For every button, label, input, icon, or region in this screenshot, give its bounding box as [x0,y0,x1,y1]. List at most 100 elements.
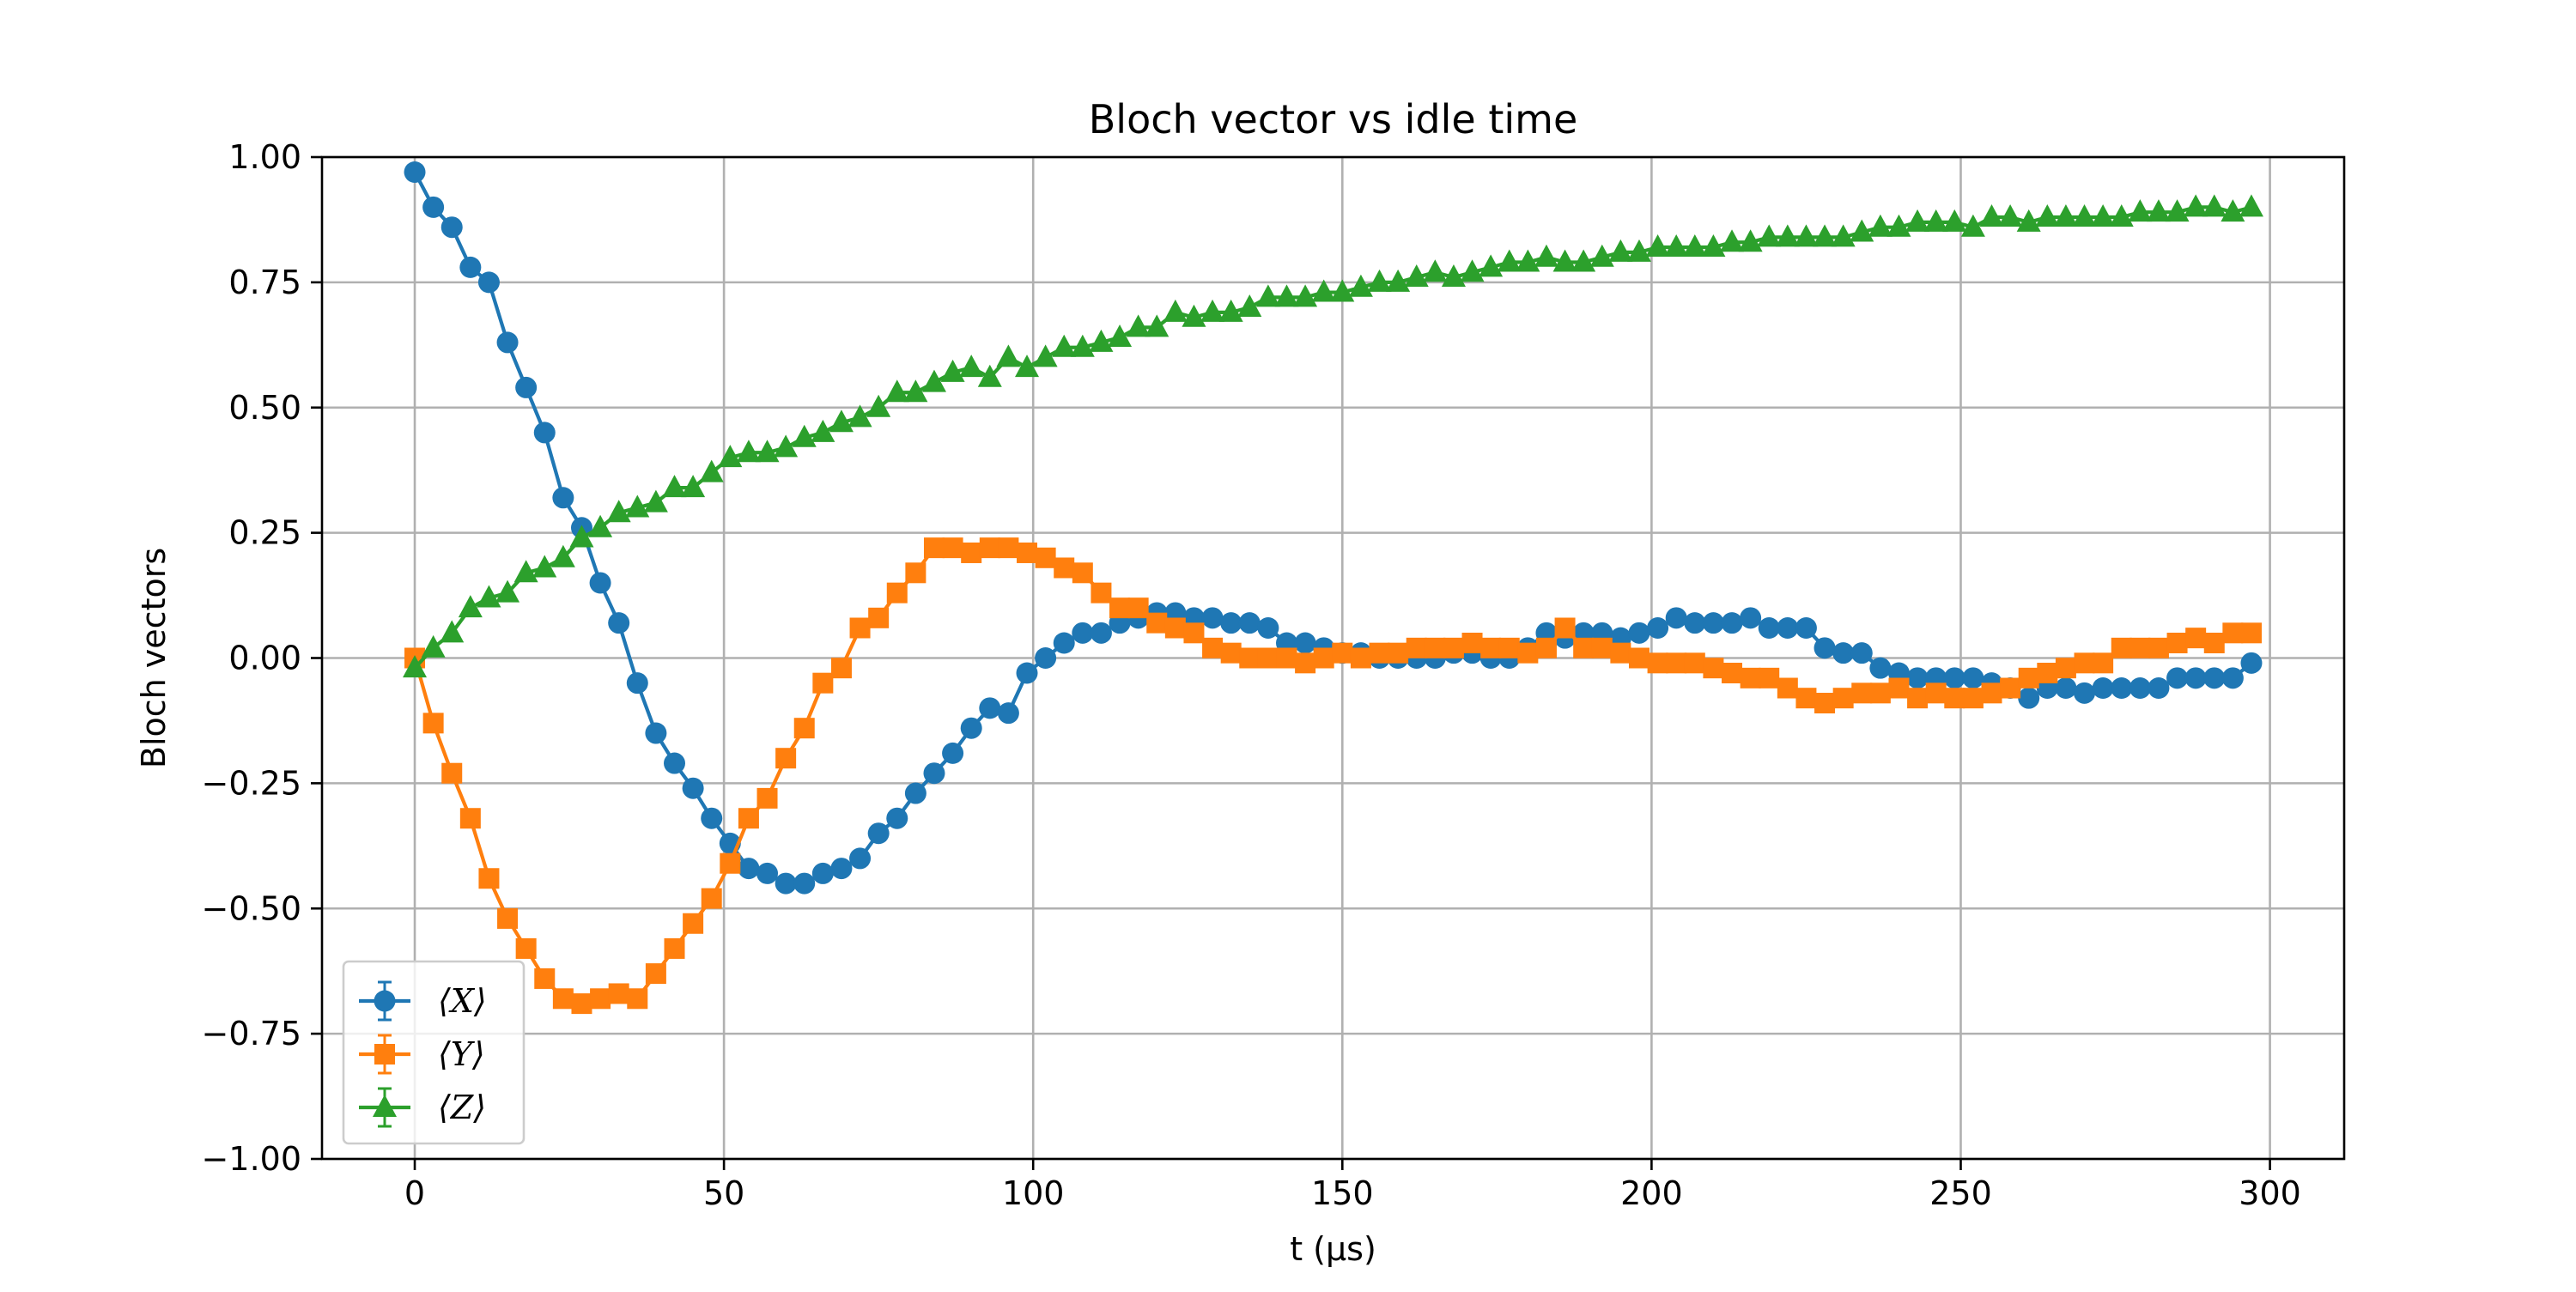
series-layer [403,161,2263,1015]
data-point [1962,688,1984,709]
data-point [942,537,963,559]
data-point [532,555,557,578]
data-point [884,379,909,403]
data-point [1072,562,1093,584]
data-point [1479,254,1504,277]
data-point [2239,194,2263,217]
data-point [2035,204,2060,227]
data-point [1960,214,1985,237]
data-point [459,256,482,278]
data-point [515,376,538,398]
data-point [1777,677,1798,699]
data-point [2074,652,2095,674]
legend-marker [373,1095,397,1117]
data-point [1720,229,1745,252]
data-point [1832,688,1854,709]
legend-label: ⟨Y⟩ [438,1035,485,1073]
data-point [998,537,1019,559]
data-point [1460,259,1485,282]
data-point [755,440,780,463]
data-point [1701,234,1726,258]
data-point [1388,642,1409,664]
data-point [1035,647,1057,669]
data-point [1516,249,1540,272]
data-point [848,404,872,428]
data-point [477,585,501,608]
data-point [720,852,741,874]
data-point [681,475,706,498]
data-point [2111,637,2132,658]
x-axis-label: t (μs) [1290,1230,1376,1268]
data-point [811,862,834,884]
data-point [626,672,648,695]
data-point [849,847,872,870]
data-point [664,752,686,774]
x-tick-label: 0 [404,1174,425,1212]
data-point [793,872,816,895]
data-point [1591,637,1613,658]
data-point [904,782,927,804]
data-point [1535,637,1557,658]
data-point [2221,667,2244,689]
data-point [1163,299,1188,322]
data-point [1294,632,1316,654]
data-point [1777,616,1799,639]
data-point [775,748,797,769]
data-point [1962,667,1984,689]
data-point [1109,597,1131,619]
data-point [701,807,723,829]
data-point [1626,239,1651,262]
data-point [1406,637,1427,658]
data-point [478,868,500,889]
data-point [2166,632,2188,653]
data-point [497,907,519,929]
data-point [1274,284,1299,307]
data-point [2093,652,2114,674]
data-point [1423,259,1448,282]
y-tick-label: 0.75 [228,264,301,301]
data-point [440,216,463,239]
data-point [2111,677,2133,700]
data-point [1869,657,1892,679]
data-point [1703,658,1724,679]
data-point [1942,209,1967,232]
data-point [959,355,984,378]
data-point [1757,224,1782,247]
data-point [1480,637,1502,658]
data-point [2185,628,2207,649]
data-point [1998,204,2023,227]
axis-ticks: 0 50 100 150 200 250 300 −1.00 −0.75 −0.50 −0.25 0.… [202,138,2301,1212]
data-point [683,913,704,934]
data-point [2240,622,2262,644]
data-point [1628,647,1649,669]
data-point [812,672,834,694]
data-point [996,344,1021,367]
data-point [2184,194,2208,217]
data-point [811,419,835,442]
chart-title: Bloch vector vs idle time [1089,96,1578,143]
data-point [1979,204,2004,227]
data-point [590,988,611,1010]
data-point [1943,667,1965,689]
data-point [2128,199,2153,222]
data-point [1443,637,1464,658]
data-point [662,475,687,498]
data-point [923,537,945,559]
data-point [1498,637,1520,658]
data-point [2000,677,2021,699]
data-point [866,394,891,417]
data-point [2165,199,2190,222]
x-tick-label: 50 [703,1174,744,1212]
data-point [403,655,428,678]
data-point [533,422,556,444]
data-point [1497,249,1522,272]
data-point [477,271,500,294]
data-point [701,888,722,909]
legend-marker [374,990,396,1012]
data-point [2055,677,2077,700]
data-point [1665,607,1687,629]
data-point [1146,612,1168,634]
data-point [1775,224,1800,247]
data-point [1052,334,1077,357]
data-point [1239,647,1261,669]
